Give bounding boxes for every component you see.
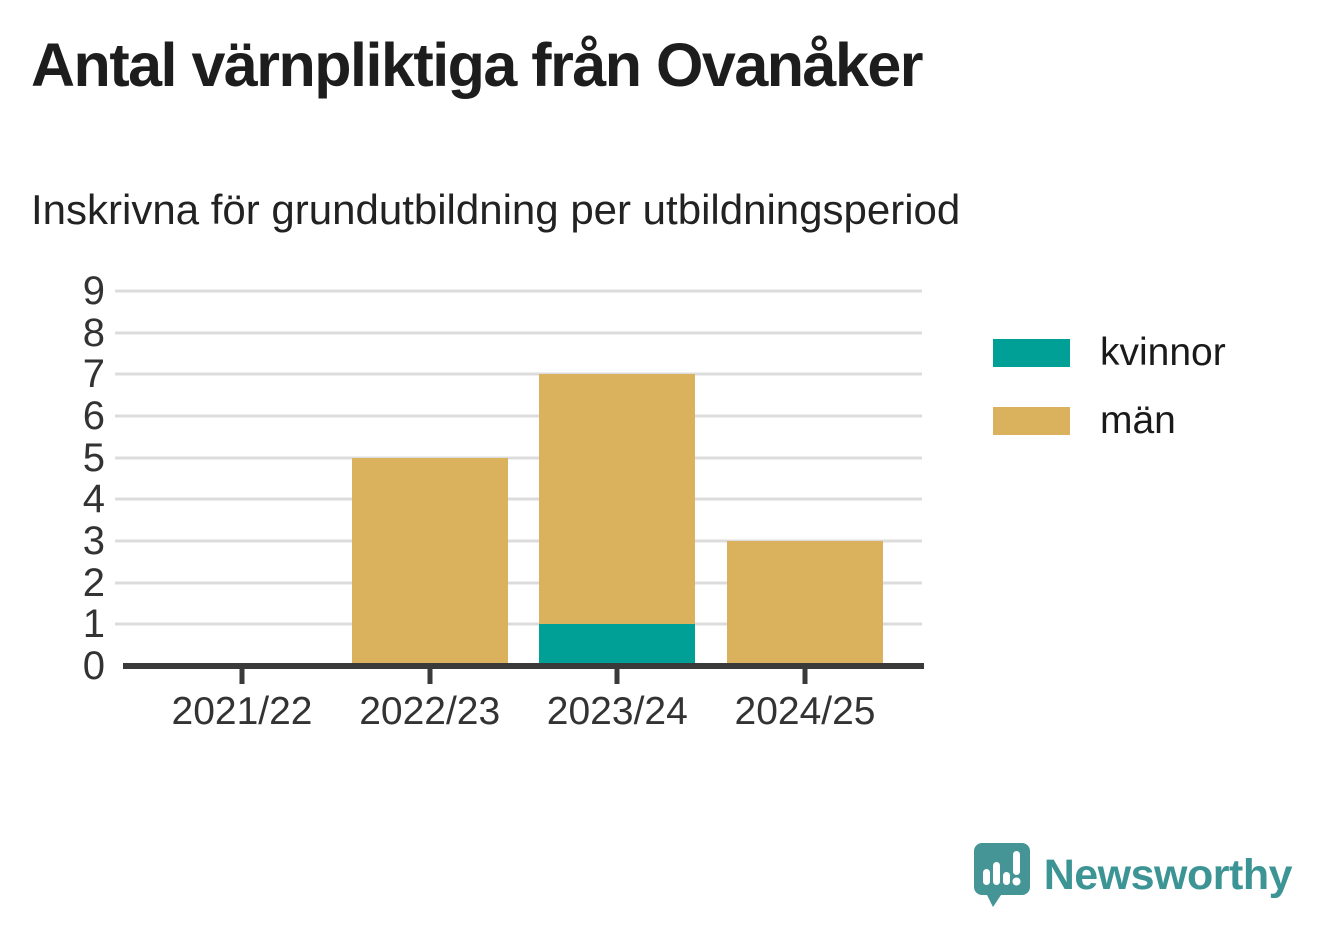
newsworthy-logo: Newsworthy [973,843,1293,907]
bar-2022-23 [351,457,508,666]
gridline-y-1 [115,622,922,626]
y-tick-label-5: 5 [82,435,105,480]
x-axis-tick-labels: 2021/22 2022/23 2023/24 2024/25 [123,690,922,736]
y-tick-label-6: 6 [82,394,105,438]
x-tick-2023-24 [614,668,620,684]
y-tick-label-1: 1 [82,602,105,647]
x-axis-line [123,663,924,669]
y-tick-label-9: 9 [82,269,105,313]
x-tick-2024-25 [802,668,808,684]
legend-swatch-män [993,406,1070,435]
newsworthy-logo-text: Newsworthy [1043,850,1293,899]
gridline-y-3 [115,539,922,543]
bar-2024-25 [727,541,883,666]
bar-segment-kvinnor-2023-24 [539,624,696,666]
gridline-y-9 [115,289,922,293]
plot-area [115,289,924,684]
y-tick-label-4: 4 [82,477,105,522]
x-tick-2022-23 [427,668,433,684]
x-tick-label-2021-22: 2021/22 [171,690,313,733]
gridline-y-8 [115,331,922,335]
bar-2023-24 [539,374,696,666]
gridline-y-2 [115,581,922,585]
y-tick-label-8: 8 [82,310,105,355]
legend-swatch-kvinnor [993,338,1070,367]
legend: kvinnor män [993,333,1226,469]
legend-label-män: män [1100,399,1176,442]
y-tick-label-7: 7 [82,352,105,397]
y-tick-label-2: 2 [82,560,105,605]
gridline-y-4 [115,497,922,501]
x-tick-label-2022-23: 2022/23 [359,690,501,733]
y-tick-label-3: 3 [82,519,105,563]
gridline-y-6 [115,414,922,418]
legend-item-män: män [993,401,1226,440]
y-tick-label-0: 0 [82,644,105,688]
chart-subtitle: Inskrivna för grundutbildning per utbild… [31,186,961,233]
bar-segment-män-2023-24 [539,374,696,625]
x-tick-2021-22 [239,668,245,684]
chart-title: Antal värnpliktiga från Ovanåker [31,31,924,99]
gridline-y-7 [115,372,922,376]
bar-segment-män-2022-23 [351,457,508,666]
legend-label-kvinnor: kvinnor [1100,331,1226,374]
legend-item-kvinnor: kvinnor [993,333,1226,372]
gridline-y-5 [115,456,922,460]
x-tick-label-2023-24: 2023/24 [546,690,688,733]
newsworthy-speech-bubble-chart-icon [973,843,1030,907]
x-tick-label-2024-25: 2024/25 [734,690,876,733]
bar-segment-män-2024-25 [727,541,883,666]
